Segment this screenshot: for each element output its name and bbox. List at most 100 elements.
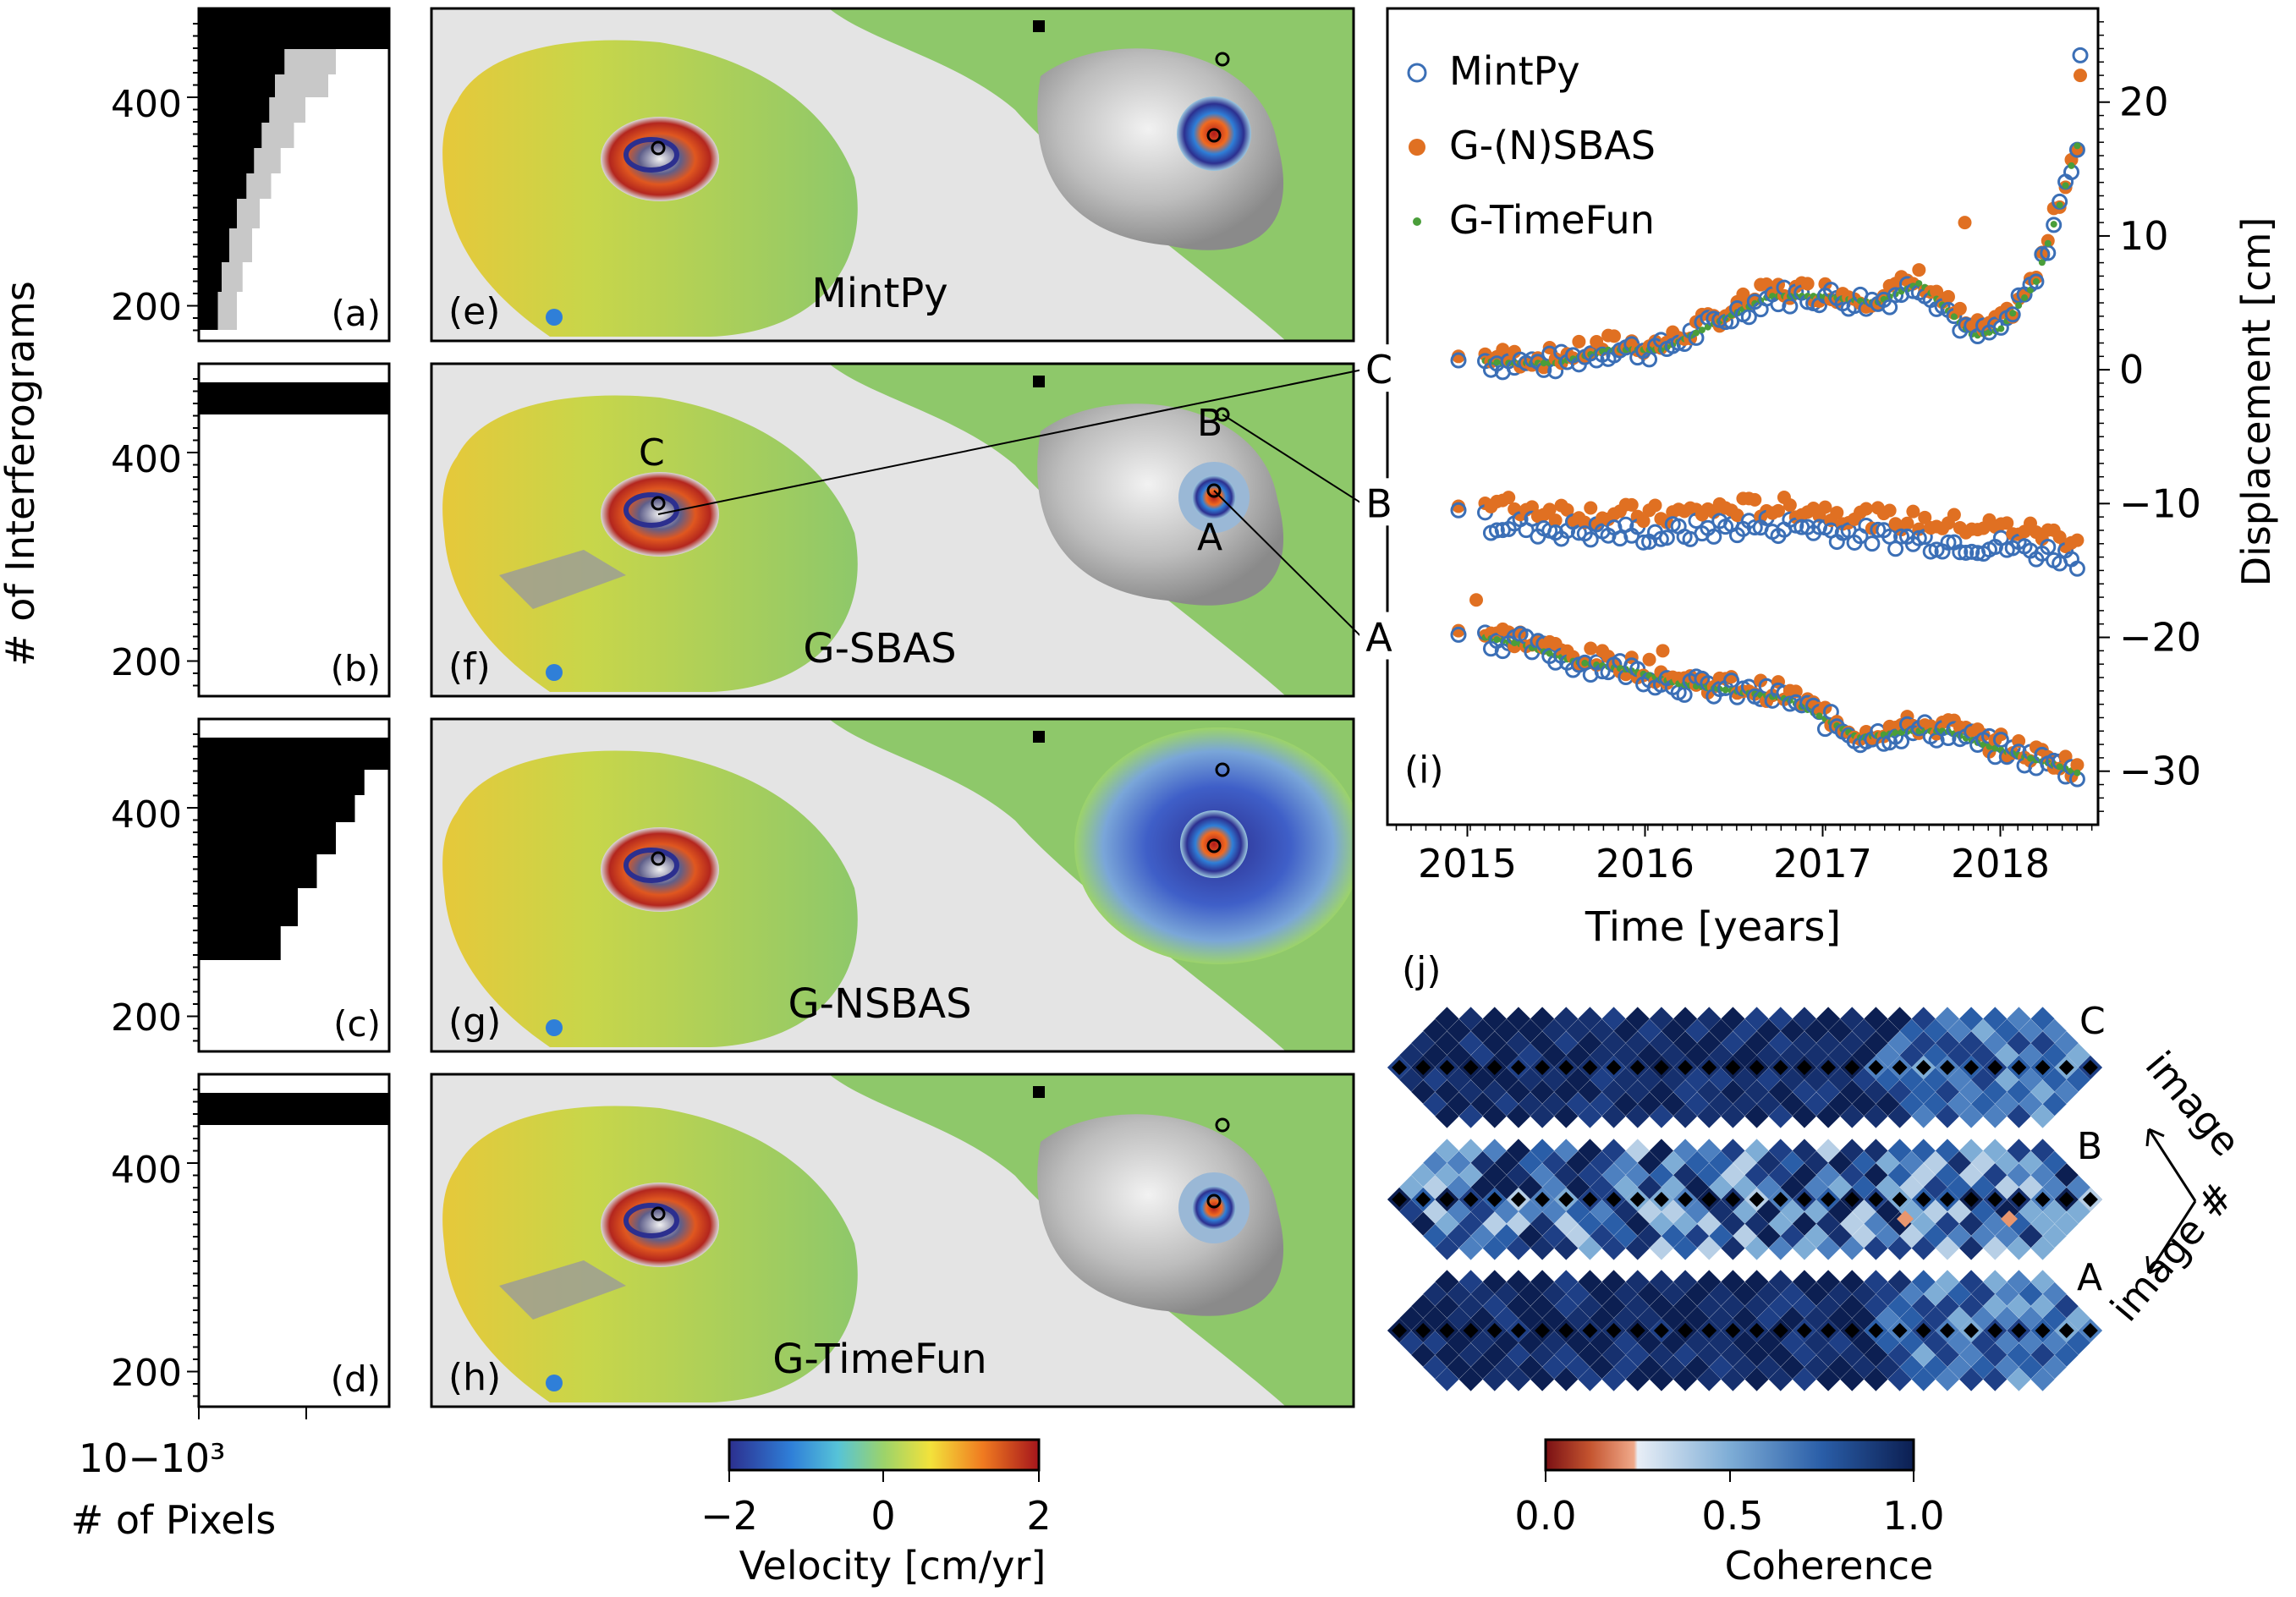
coherence-cell — [1697, 1211, 1722, 1236]
offset-label-a: A — [1365, 615, 1392, 661]
coherence-cell — [1959, 1367, 1984, 1391]
coherence-diagonal-marker — [1439, 1060, 1455, 1075]
coast-signal — [546, 1375, 563, 1391]
histogram-bar — [199, 926, 281, 960]
coherence-cell — [1399, 1043, 1424, 1067]
coherence-cell — [1947, 1018, 1972, 1043]
coherence-cell — [1458, 1007, 1483, 1031]
coherence-diagonal-marker — [1392, 1060, 1408, 1075]
coherence-cell — [1804, 1355, 1829, 1380]
coherence-colorbar-tick-min: 0.0 — [1514, 1493, 1576, 1539]
coherence-cell — [1804, 1331, 1829, 1355]
coherence-cell — [1768, 1007, 1793, 1031]
coherence-cell — [2007, 1163, 2031, 1188]
coherence-cell — [1435, 1342, 1459, 1367]
coherence-cell — [1494, 1175, 1519, 1199]
coherence-cell — [1518, 1199, 1543, 1224]
coherence-cell — [1995, 1224, 2019, 1249]
coherence-panel-tag: (j) — [1402, 949, 1442, 992]
timefun-point — [2009, 310, 2017, 317]
coherence-cell — [1852, 1355, 1876, 1380]
coherence-diagonal-marker — [1463, 1323, 1479, 1338]
histogram-panels: 400 200 (a) 400 200 (b) 400 200 (c) 400 200 (d) — [111, 7, 391, 1419]
coherence-cell — [1470, 1281, 1495, 1306]
coherence-cell — [2007, 1079, 2031, 1104]
gsbas-point — [1542, 502, 1557, 517]
coherence-cell — [1470, 1331, 1495, 1355]
coherence-cell — [1792, 1079, 1816, 1104]
coherence-cell — [1613, 1281, 1638, 1306]
histogram-panel-a: 400 200 (a) — [111, 7, 391, 343]
coherence-cell — [1840, 1079, 1865, 1104]
coherence-cell — [1983, 1139, 2008, 1163]
coherence-panel — [1387, 1007, 2197, 1391]
coherence-cell — [1590, 1281, 1614, 1306]
coherence-cell — [1542, 1018, 1567, 1043]
coherence-cell — [1804, 1306, 1829, 1331]
reference-point-marker — [1033, 376, 1045, 387]
coherence-cell — [1601, 1031, 1626, 1056]
coherence-cell — [1721, 1104, 1745, 1128]
coherence-diagonal-marker — [1510, 1323, 1526, 1338]
coherence-cell — [1995, 1281, 2019, 1306]
gsbas-point — [2070, 533, 2085, 547]
coherence-cell — [1590, 1175, 1614, 1199]
timefun-point — [1915, 280, 1923, 288]
coherence-cell — [1947, 1355, 1972, 1380]
histogram-y-tick-label: 400 — [111, 1149, 182, 1192]
coherence-cell — [1506, 1270, 1530, 1294]
coherence-cell — [1649, 1294, 1673, 1319]
coherence-cell — [1911, 1139, 1936, 1163]
coherence-cell — [1995, 1067, 2019, 1092]
gsbas-point — [1994, 727, 2008, 742]
coherence-colorbar-label: Coherence — [1725, 1543, 1934, 1589]
offset-label-bg — [1359, 344, 1397, 392]
coherence-cell — [1625, 1007, 1650, 1031]
timefun-point — [2056, 201, 2063, 209]
coherence-cell — [1697, 1342, 1722, 1367]
coherence-cell — [1971, 1150, 1996, 1175]
mintpy-point — [1450, 352, 1467, 369]
coherence-cell — [1530, 1104, 1555, 1128]
coherence-cell — [1864, 1211, 1888, 1236]
coherence-cell — [1995, 1043, 2019, 1067]
coherence-cell — [1780, 1043, 1804, 1067]
coherence-cell — [1935, 1007, 1959, 1031]
coherence-cell — [1947, 1199, 1972, 1224]
coherence-cell — [2030, 1367, 2055, 1391]
coherence-cell — [1947, 1281, 1972, 1306]
coherence-cell — [1685, 1175, 1710, 1199]
coherence-diagonal-marker — [1558, 1060, 1574, 1075]
coherence-cell — [1518, 1281, 1543, 1306]
coherence-cell — [1601, 1294, 1626, 1319]
mintpy-point — [1450, 626, 1467, 643]
coherence-cell — [1923, 1199, 1947, 1224]
mintpy-point — [2004, 306, 2021, 323]
coherence-cell — [1673, 1031, 1698, 1056]
timefun-point — [2015, 302, 2023, 310]
coherence-cell — [1482, 1079, 1507, 1104]
low-coherence-cell — [1897, 1210, 1914, 1227]
coherence-cell — [1768, 1342, 1793, 1367]
coherence-cell — [1911, 1104, 1936, 1128]
mintpy-point — [1488, 522, 1505, 539]
histogram-bar — [199, 822, 336, 854]
coherence-cell — [1661, 1306, 1686, 1331]
coherence-cell — [1447, 1306, 1471, 1331]
coherence-cell — [2019, 1175, 2043, 1199]
coherence-cell — [1590, 1224, 1614, 1249]
coherence-cell — [2030, 1139, 2055, 1163]
map-panel-h: (h) G-TimeFun — [430, 1073, 1355, 1408]
coherence-cell — [1721, 1294, 1745, 1319]
coherence-cell — [1447, 1199, 1471, 1224]
coherence-cell — [1458, 1031, 1483, 1056]
coherence-cell — [1947, 1092, 1972, 1117]
coherence-cell — [1566, 1224, 1590, 1249]
coherence-cell — [1435, 1007, 1459, 1031]
coherence-cell — [1613, 1043, 1638, 1067]
coherence-cell — [1828, 1281, 1853, 1306]
gsbas-point — [1941, 289, 1955, 304]
coherence-cell — [1482, 1104, 1507, 1128]
east-crater-velocity — [1177, 96, 1251, 171]
coherence-cell — [1673, 1079, 1698, 1104]
